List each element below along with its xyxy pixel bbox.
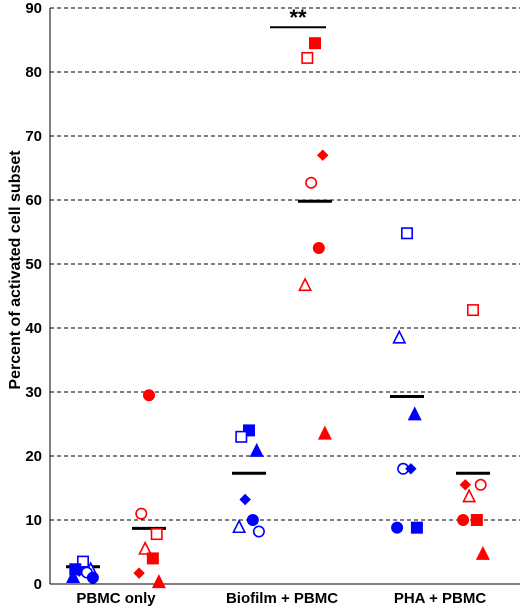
y-axis-label: Percent of activated cell subset xyxy=(7,150,24,390)
data-point-filled-triangle xyxy=(407,406,422,421)
data-point-open-square xyxy=(77,555,90,568)
y-tick-label: 10 xyxy=(25,512,42,529)
data-point-open-triangle xyxy=(232,519,247,534)
data-point-open-triangle xyxy=(298,277,313,292)
data-point-open-square xyxy=(466,304,479,317)
data-point-open-triangle xyxy=(392,329,407,344)
y-tick-label: 50 xyxy=(25,256,42,273)
significance-marker: ** xyxy=(289,5,307,30)
data-point-filled-triangle xyxy=(475,545,490,560)
data-point-open-triangle xyxy=(462,488,477,503)
data-point-filled-circle xyxy=(143,389,156,402)
y-tick-label: 0 xyxy=(34,576,42,593)
data-point-open-triangle xyxy=(138,540,153,555)
y-tick-label: 60 xyxy=(25,192,42,209)
category-label: Biofilm + PBMC xyxy=(226,590,338,607)
data-point-filled-square xyxy=(308,37,321,50)
data-points xyxy=(66,37,490,589)
y-tick-label: 20 xyxy=(25,448,42,465)
data-point-filled-square xyxy=(146,552,159,565)
category-label: PBMC only xyxy=(76,590,156,607)
data-point-open-circle xyxy=(252,525,265,538)
data-point-filled-diamond xyxy=(133,567,145,579)
y-tick-label: 90 xyxy=(25,0,42,17)
data-point-filled-circle xyxy=(246,513,259,526)
data-point-filled-triangle xyxy=(317,425,332,440)
category-labels: PBMC only Biofilm + PBMC PHA + PBMC xyxy=(76,590,486,607)
data-point-filled-circle xyxy=(86,571,99,584)
data-point-open-circle xyxy=(135,507,148,520)
data-point-filled-triangle xyxy=(151,574,166,589)
gridlines xyxy=(50,7,520,521)
data-point-filled-circle xyxy=(312,242,325,255)
y-tick-label: 80 xyxy=(25,64,42,81)
data-point-filled-square xyxy=(470,513,483,526)
data-point-filled-diamond xyxy=(316,149,329,161)
data-point-filled-triangle xyxy=(249,442,264,457)
y-tick-labels: 0 10 20 30 40 50 60 70 80 90 xyxy=(25,0,42,593)
data-point-filled-triangle xyxy=(66,568,81,583)
data-point-filled-square xyxy=(243,424,256,437)
data-point-filled-diamond xyxy=(239,493,251,506)
data-point-filled-circle xyxy=(457,513,470,526)
annotations: ** xyxy=(270,5,326,30)
data-point-open-square xyxy=(400,227,413,240)
data-point-open-circle xyxy=(474,478,487,491)
data-point-filled-diamond xyxy=(459,479,472,491)
axes xyxy=(49,8,520,585)
data-point-filled-square xyxy=(410,521,423,534)
data-point-open-square xyxy=(150,528,163,541)
data-point-filled-diamond xyxy=(405,463,417,475)
y-tick-label: 70 xyxy=(25,128,42,145)
data-point-open-square xyxy=(235,430,248,443)
y-tick-label: 30 xyxy=(25,384,42,401)
data-point-filled-circle xyxy=(391,521,404,534)
y-tick-label: 40 xyxy=(25,320,42,337)
data-point-open-circle xyxy=(305,176,318,189)
category-label: PHA + PBMC xyxy=(394,590,487,607)
mean-bars xyxy=(66,199,490,569)
data-point-open-square xyxy=(301,51,314,64)
